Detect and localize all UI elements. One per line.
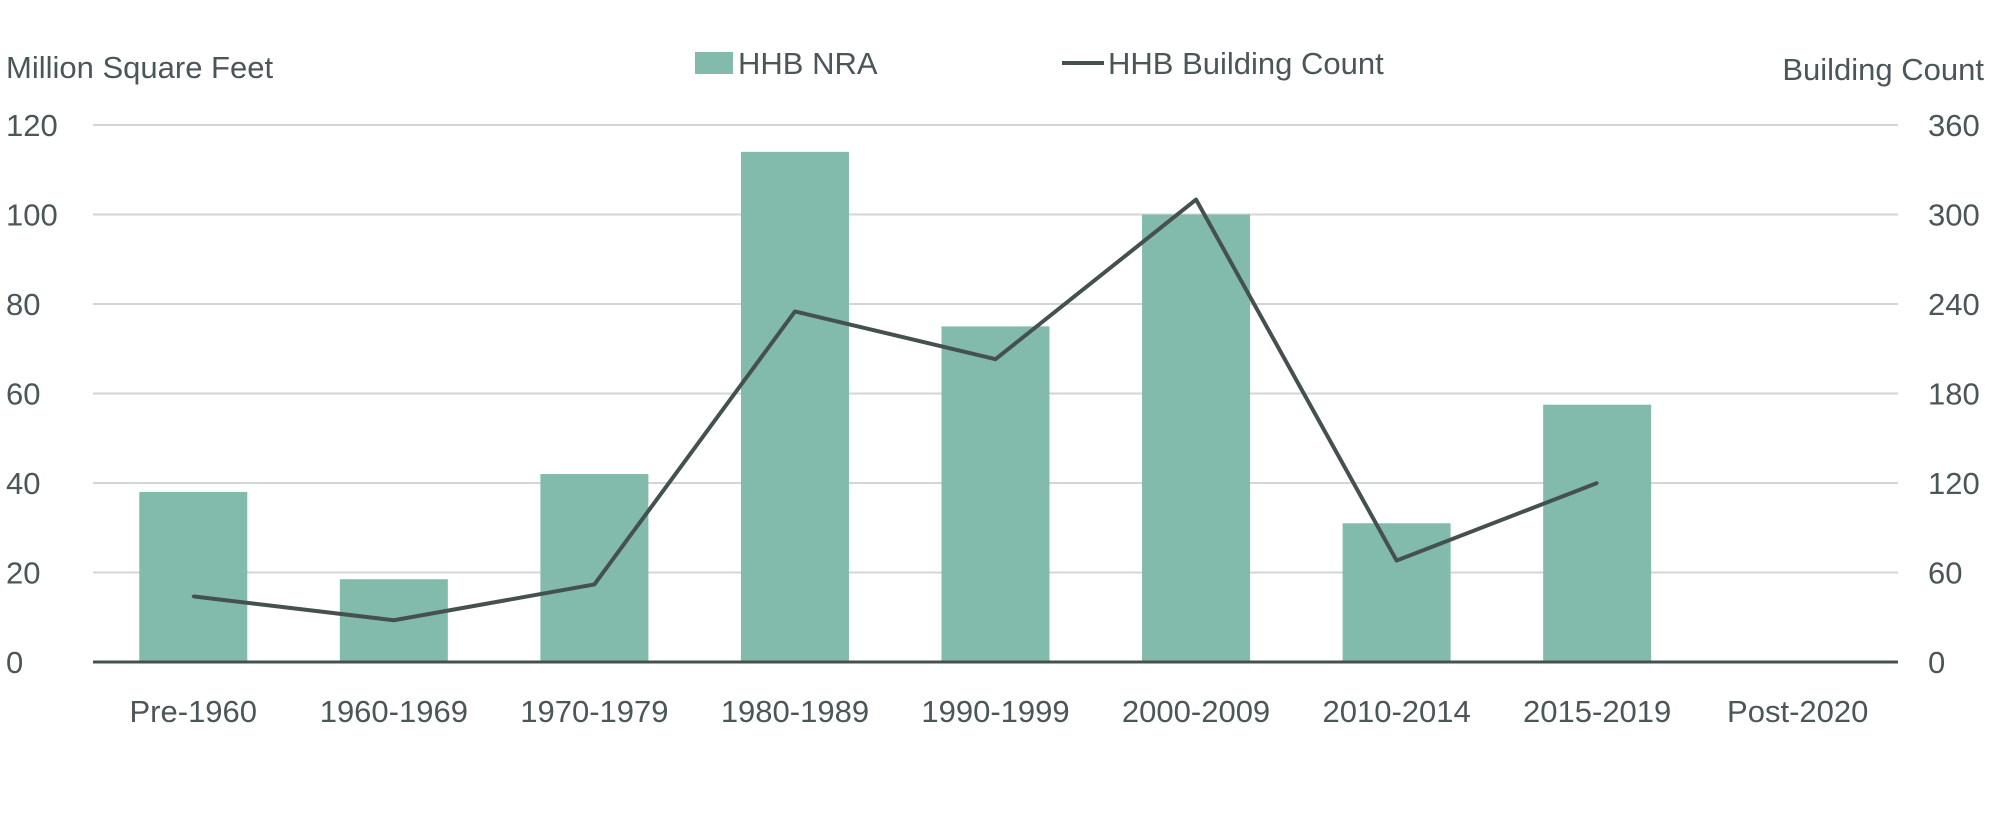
bar-1970-1979 <box>540 474 649 662</box>
right-tick-label: 60 <box>1928 556 1962 591</box>
left-tick-label: 40 <box>6 466 40 501</box>
right-tick-label: 300 <box>1928 198 1980 233</box>
building-count-line <box>191 197 1599 623</box>
line-point-1980-1989 <box>793 309 797 313</box>
category-label: 2000-2009 <box>1122 694 1270 729</box>
legend-swatch-bar <box>695 52 733 74</box>
legend: HHB NRA HHB Building Count <box>695 46 1384 81</box>
right-y-ticks: 0 60 120 180 240 300 360 <box>1928 108 1980 680</box>
category-label: 2010-2014 <box>1322 694 1470 729</box>
left-tick-label: 80 <box>6 287 40 322</box>
right-tick-label: 0 <box>1928 645 1945 680</box>
category-label: 2015-2019 <box>1523 694 1671 729</box>
bar-2015-2019 <box>1543 404 1652 662</box>
left-tick-label: 60 <box>6 377 40 412</box>
left-tick-label: 120 <box>6 108 58 143</box>
left-tick-label: 100 <box>6 198 58 233</box>
legend-label-line: HHB Building Count <box>1108 46 1384 81</box>
line-point-2000-2009 <box>1194 198 1198 202</box>
left-axis-title: Million Square Feet <box>6 50 273 85</box>
category-label: 1970-1979 <box>520 694 668 729</box>
bar-2000-2009 <box>1142 214 1251 662</box>
line-point-Pre-1960 <box>191 594 195 598</box>
category-labels: Pre-1960 1960-1969 1970-1979 1980-1989 1990-… <box>130 694 1869 729</box>
category-label: Pre-1960 <box>130 694 258 729</box>
bar-Pre-1960 <box>139 491 248 662</box>
category-label: 1990-1999 <box>921 694 1069 729</box>
left-tick-label: 20 <box>6 556 40 591</box>
right-tick-label: 180 <box>1928 377 1980 412</box>
right-tick-label: 240 <box>1928 287 1980 322</box>
line-point-1990-1999 <box>994 357 997 361</box>
line-point-1960-1969 <box>392 618 396 622</box>
building-count-polyline <box>193 197 1598 623</box>
bar-1980-1989 <box>740 151 849 662</box>
line-point-2010-2014 <box>1395 559 1399 563</box>
line-point-1970-1979 <box>592 582 596 586</box>
legend-label-bar: HHB NRA <box>738 46 878 81</box>
category-label: 1980-1989 <box>721 694 869 729</box>
line-point-2015-2019 <box>1595 481 1599 485</box>
category-label: Post-2020 <box>1727 694 1868 729</box>
right-tick-label: 120 <box>1928 466 1980 501</box>
bars <box>139 151 1652 662</box>
bar-1990-1999 <box>941 326 1050 662</box>
right-tick-label: 360 <box>1928 108 1980 143</box>
right-axis-title: Building Count <box>1782 52 1984 87</box>
category-label: 1960-1969 <box>320 694 468 729</box>
left-tick-label: 0 <box>6 645 23 680</box>
left-y-ticks: 0 20 40 60 80 100 120 <box>6 108 58 680</box>
